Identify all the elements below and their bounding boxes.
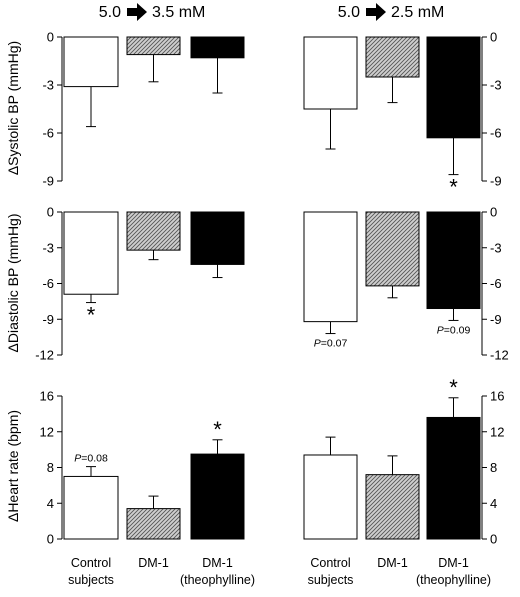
y-tick-label: 0 <box>47 30 54 45</box>
y-tick-label: -3 <box>42 240 54 255</box>
y-tick-label: -6 <box>490 276 502 291</box>
p-value-annotation: P=0.08 <box>74 453 108 465</box>
bar-theophylline <box>426 36 481 139</box>
category-label: (theophylline) <box>416 573 491 587</box>
significance-asterisk: * <box>213 417 222 442</box>
y-tick-label: -9 <box>42 174 54 189</box>
bar-theophylline <box>426 416 481 540</box>
y-tick-label: -9 <box>490 312 502 327</box>
p-value-annotation: P=0.09 <box>437 324 471 336</box>
category-label: (theophylline) <box>180 573 255 587</box>
y-tick-label: -6 <box>42 276 54 291</box>
bar-dm1 <box>365 211 420 287</box>
y-tick-label: 12 <box>40 424 54 439</box>
y-tick-label: -12 <box>35 348 54 363</box>
panel-diastolic-right: 0 -3 -6 -9 -12 P=0.07 P=0.09 <box>303 205 509 363</box>
bar-control <box>63 211 119 295</box>
bar-control <box>63 475 119 540</box>
y-tick-label: -3 <box>42 78 54 93</box>
category-labels: Control subjects DM-1 DM-1 (theophylline) Con… <box>68 556 491 587</box>
significance-asterisk: * <box>449 375 458 400</box>
y-tick-label: -9 <box>42 312 54 327</box>
significance-asterisk: * <box>449 175 458 200</box>
y-tick-label: -3 <box>490 78 502 93</box>
right-arrow-icon <box>127 3 147 21</box>
category-label: DM-1 <box>377 556 408 570</box>
bar-theophylline <box>426 211 481 310</box>
bar-dm1 <box>126 36 181 56</box>
column-title-right: 5.0 2.5 mM <box>338 3 444 21</box>
bar-theophylline <box>190 453 245 540</box>
y-tick-label: -9 <box>490 174 502 189</box>
bar-dm1 <box>365 474 420 540</box>
bar-control <box>303 36 358 110</box>
panel-systolic-left: 0 -3 -6 -9 <box>42 30 245 189</box>
significance-asterisk: * <box>87 303 96 328</box>
panel-heart-rate-left: 0 4 8 12 16 P=0.08 * <box>40 389 245 547</box>
ylabel-heart-rate: ΔHeart rate (bpm) <box>5 410 21 522</box>
category-label: Control <box>71 556 111 570</box>
y-tick-label: 0 <box>490 532 497 547</box>
y-tick-label: 4 <box>490 496 497 511</box>
column-title-left: 5.0 3.5 mM <box>99 3 205 21</box>
category-label: subjects <box>308 573 354 587</box>
column-title-left-from: 5.0 <box>99 4 121 21</box>
bar-control <box>303 454 358 540</box>
bar-dm1 <box>126 211 181 251</box>
column-title-right-to: 2.5 mM <box>391 4 444 21</box>
column-title-left-to: 3.5 mM <box>152 4 205 21</box>
y-tick-label: 4 <box>47 496 54 511</box>
panel-diastolic-left: 0 -3 -6 -9 -12 * <box>35 205 245 363</box>
y-tick-label: -12 <box>490 348 509 363</box>
p-value-annotation: P=0.07 <box>314 338 348 350</box>
ylabel-diastolic-bp: ΔDiastolic BP (mmHg) <box>5 213 21 352</box>
bar-theophylline <box>190 36 245 59</box>
category-label: DM-1 <box>138 556 169 570</box>
category-label: DM-1 <box>202 556 233 570</box>
y-tick-label: 12 <box>490 424 504 439</box>
column-title-right-from: 5.0 <box>338 4 360 21</box>
y-tick-label: 16 <box>40 389 54 404</box>
y-tick-label: 16 <box>490 389 504 404</box>
panel-systolic-right: 0 -3 -6 -9 * <box>303 30 502 200</box>
y-tick-label: 8 <box>490 460 497 475</box>
category-label: Control <box>310 556 350 570</box>
category-label: DM-1 <box>438 556 469 570</box>
bar-theophylline <box>190 211 245 265</box>
bar-control <box>303 211 358 323</box>
bar-dm1 <box>126 508 181 540</box>
bar-dm1 <box>365 36 420 78</box>
y-tick-label: 0 <box>47 205 54 220</box>
y-tick-label: 8 <box>47 460 54 475</box>
panel-heart-rate-right: 0 4 8 12 16 * <box>303 375 504 547</box>
y-tick-label: 0 <box>490 30 497 45</box>
y-tick-label: 0 <box>47 532 54 547</box>
y-tick-label: -6 <box>490 126 502 141</box>
category-label: subjects <box>68 573 114 587</box>
right-arrow-icon <box>366 3 386 21</box>
ylabel-systolic-bp: ΔSystolic BP (mmHg) <box>5 41 21 175</box>
y-tick-label: 0 <box>490 205 497 220</box>
y-tick-label: -6 <box>42 126 54 141</box>
bar-control <box>63 36 119 88</box>
y-tick-label: -3 <box>490 240 502 255</box>
